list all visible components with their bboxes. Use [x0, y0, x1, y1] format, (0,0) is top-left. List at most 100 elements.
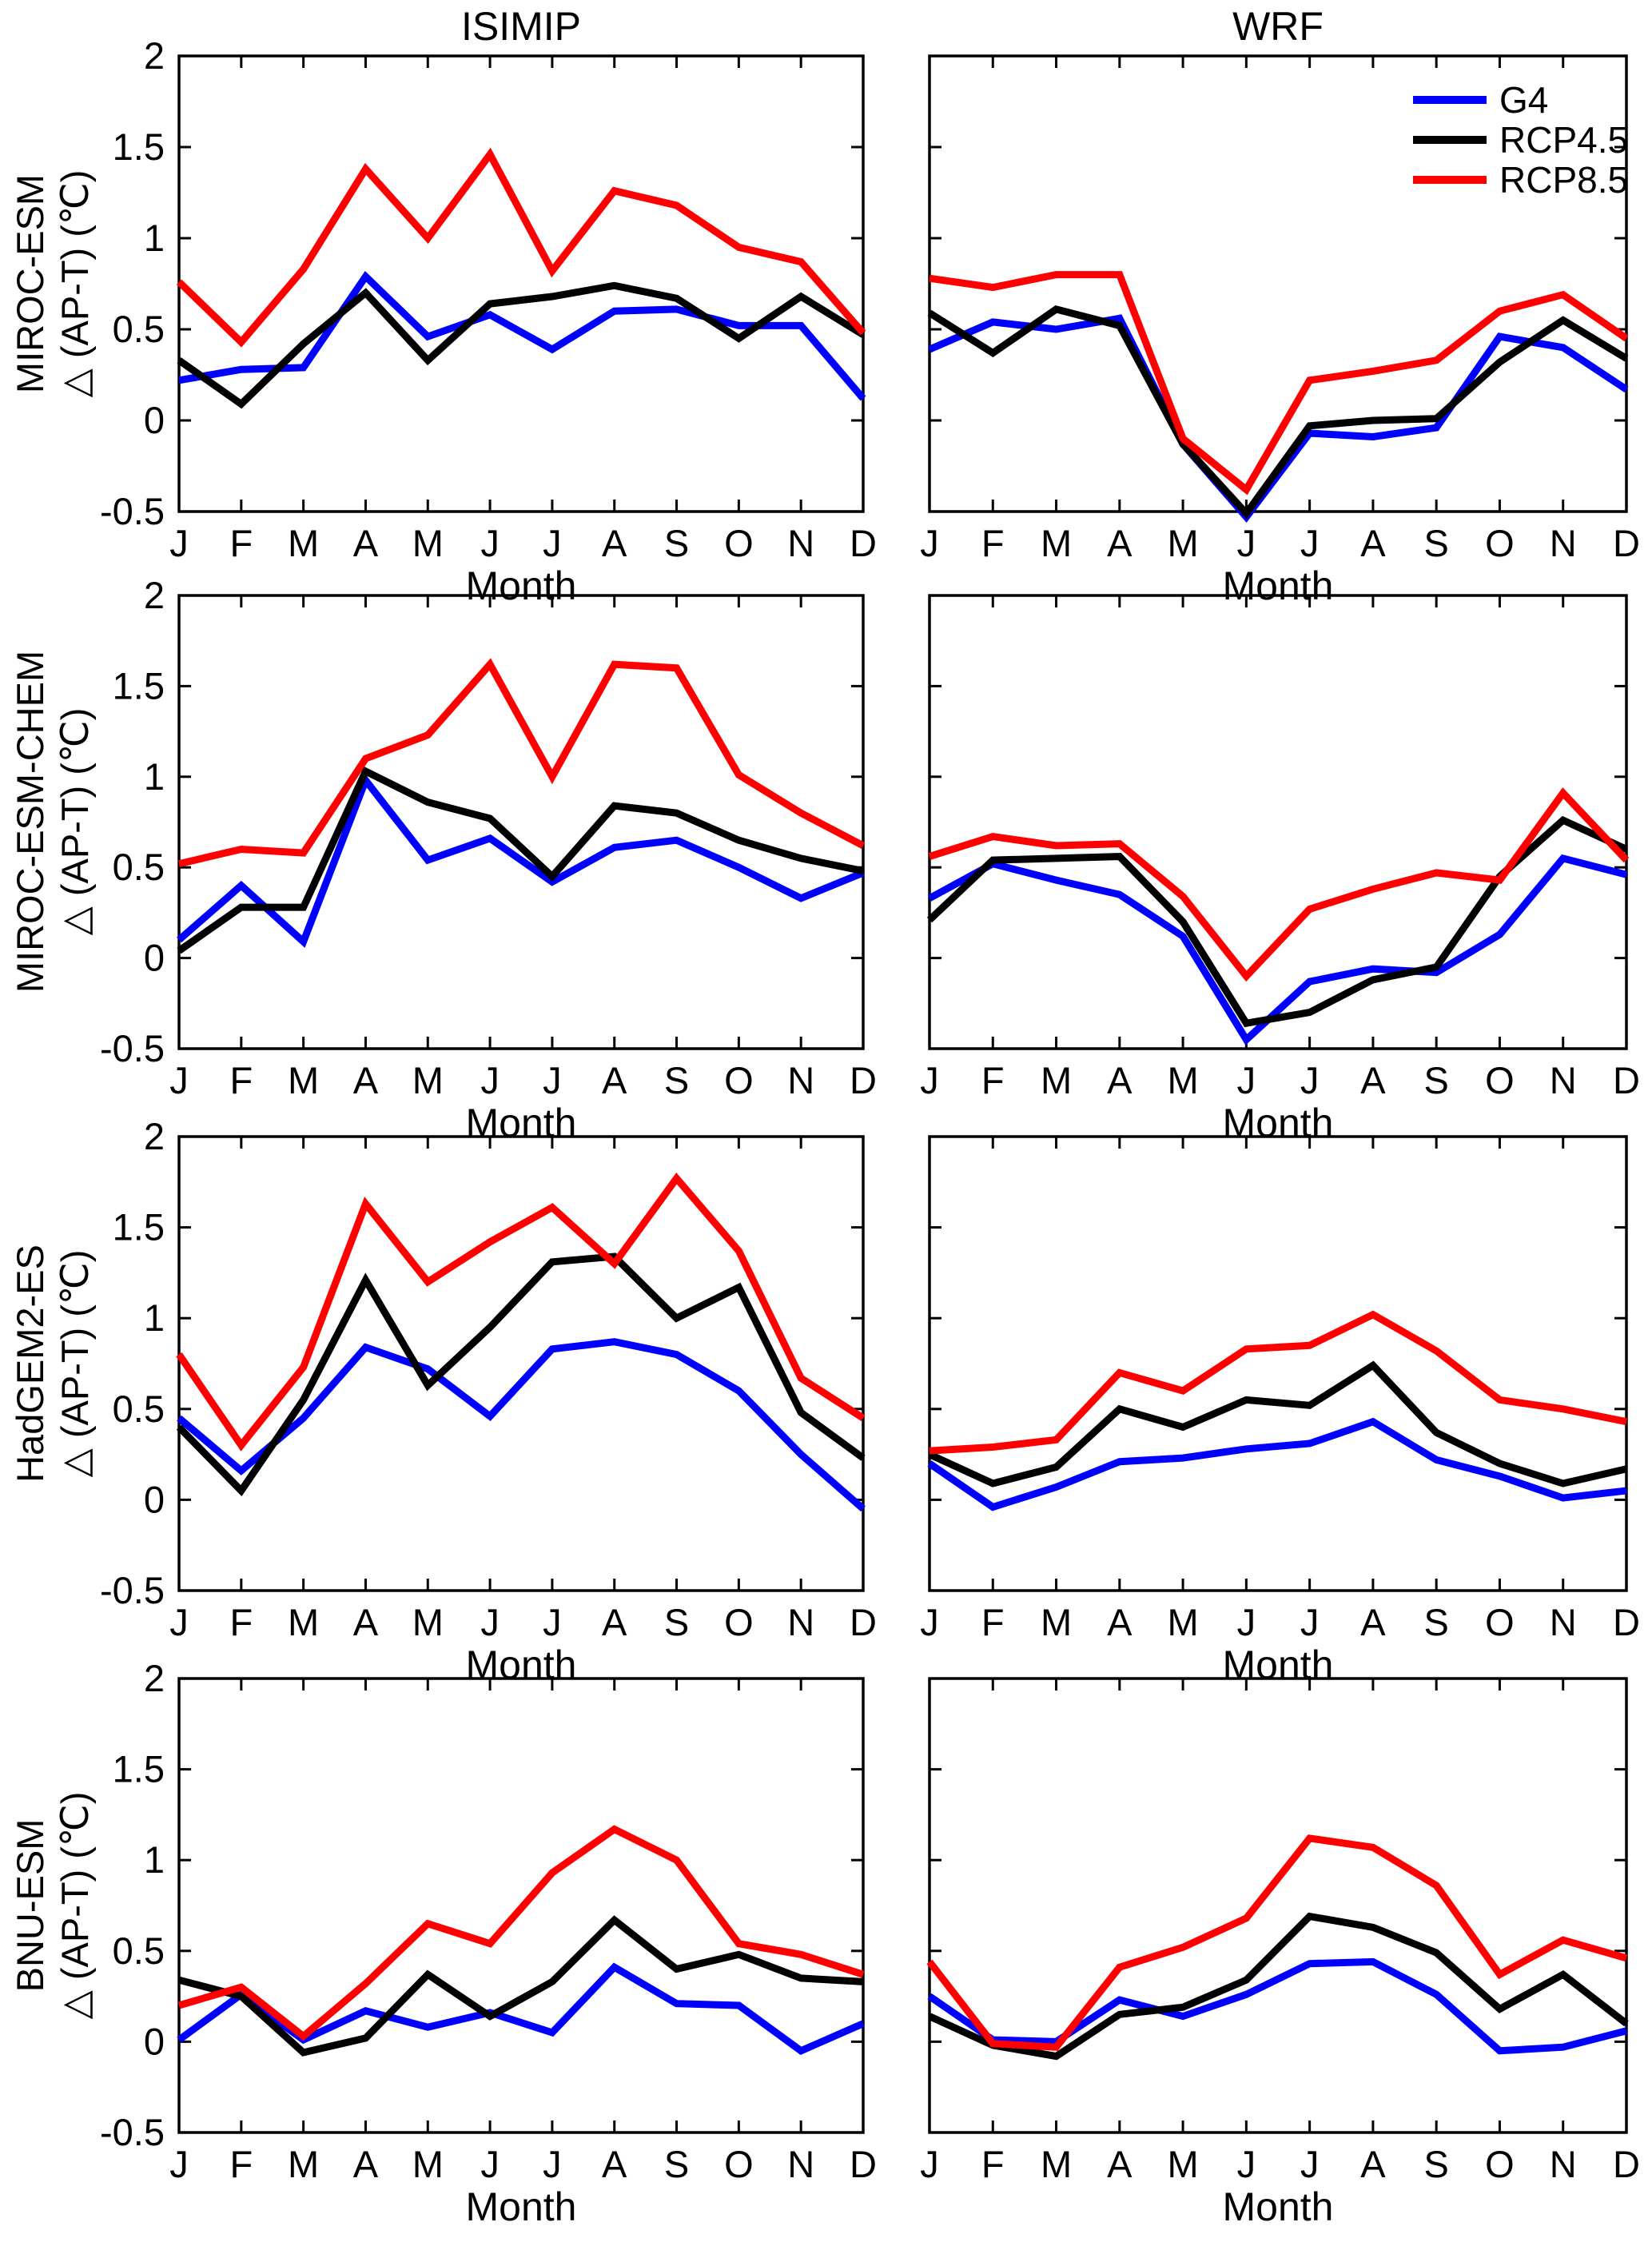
x-tick-label: J — [543, 2143, 562, 2185]
x-tick-label: A — [1107, 1059, 1133, 1101]
y-tick-label: 0 — [144, 399, 165, 441]
series-line-rcp85 — [176, 1173, 866, 1452]
y-tick-label: 2 — [144, 1115, 165, 1157]
series-line-rcp45 — [177, 281, 866, 409]
row-label-bnu-esm: BNU-ESM △ (AP-T) (℃) — [8, 1650, 98, 2161]
x-tick-label: M — [412, 2143, 444, 2185]
model-name: BNU-ESM — [9, 1818, 51, 1993]
x-axis-label: Month — [1223, 1643, 1334, 1687]
x-tick-label: M — [1168, 1601, 1199, 1643]
column-title-wrf: WRF — [1232, 4, 1324, 49]
legend-entry-rcp45: RCP4.5 — [1413, 119, 1628, 161]
x-tick-label: A — [1360, 1601, 1386, 1643]
x-tick-label: O — [1485, 1601, 1515, 1643]
x-tick-label: J — [1237, 1601, 1256, 1643]
legend-entry-rcp85: RCP8.5 — [1413, 159, 1628, 201]
x-tick-label: J — [480, 2143, 500, 2185]
y-axis-title: △ (AP-T) (℃) — [54, 169, 96, 398]
plot-frame — [177, 54, 865, 513]
legend-line-g4 — [1413, 96, 1487, 104]
x-tick-label: M — [1041, 1601, 1072, 1643]
x-tick-label: J — [920, 2143, 939, 2185]
x-axis-label: Month — [466, 2184, 577, 2229]
x-tick-label: S — [1424, 522, 1449, 564]
series-line-rcp85 — [926, 1834, 1628, 2051]
legend: G4 RCP4.5 RCP8.5 — [1413, 79, 1628, 201]
series-line-g4 — [927, 854, 1628, 1045]
x-tick-label: O — [724, 522, 754, 564]
series-line-rcp85 — [177, 1825, 865, 2041]
plot-frame — [928, 1135, 1628, 1592]
x-tick-label: F — [981, 2143, 1005, 2185]
x-tick-label: D — [1613, 522, 1640, 564]
series-line-rcp45 — [927, 305, 1629, 520]
x-tick-label: A — [1107, 1601, 1133, 1643]
x-tick-label: J — [169, 1059, 189, 1101]
x-tick-label: N — [1550, 522, 1577, 564]
x-tick-label: M — [288, 2143, 319, 2185]
y-tick-label: -0.5 — [100, 1027, 165, 1069]
x-tick-label: F — [981, 522, 1005, 564]
x-tick-label: M — [1041, 522, 1072, 564]
model-name: HadGEM2-ES — [9, 1244, 51, 1483]
x-tick-label: A — [602, 1601, 627, 1643]
x-tick-label: F — [229, 1601, 253, 1643]
legend-line-rcp45 — [1413, 136, 1487, 144]
plot-frame — [177, 1135, 865, 1592]
x-tick-label: J — [920, 522, 939, 564]
x-tick-label: M — [412, 522, 444, 564]
model-name: MIROC-ESM — [9, 173, 51, 394]
y-tick-label: 0 — [144, 2020, 165, 2062]
x-tick-label: A — [602, 2143, 627, 2185]
x-tick-label: S — [664, 2143, 689, 2185]
x-tick-label: N — [1550, 1059, 1577, 1101]
x-tick-label: J — [1300, 2143, 1320, 2185]
x-tick-label: M — [288, 1059, 319, 1101]
x-tick-label: N — [787, 522, 814, 564]
x-tick-label: S — [1424, 1059, 1449, 1101]
x-tick-label: J — [480, 1059, 500, 1101]
y-tick-label: 0.5 — [113, 846, 165, 888]
x-tick-label: J — [480, 522, 500, 564]
x-tick-label: N — [787, 1059, 814, 1101]
x-axis-label: Month — [1223, 2184, 1334, 2229]
x-axis-label: Month — [1223, 1101, 1334, 1145]
x-tick-label: J — [169, 2143, 189, 2185]
row-label-miroc-esm-chem: MIROC-ESM-CHEM △ (AP-T) (℃) — [8, 566, 98, 1077]
y-tick-label: 0 — [144, 937, 165, 979]
series-line-rcp85 — [928, 787, 1630, 982]
series-line-rcp45 — [176, 1252, 866, 1497]
x-tick-label: D — [850, 522, 877, 564]
y-tick-label: 1 — [144, 1296, 165, 1339]
legend-entry-g4: G4 — [1413, 79, 1628, 121]
x-tick-label: A — [602, 522, 627, 564]
x-tick-label: D — [1613, 1601, 1640, 1643]
plot-frame — [177, 594, 865, 1050]
x-tick-label: O — [724, 1601, 754, 1643]
x-tick-label: F — [981, 1601, 1005, 1643]
x-tick-label: S — [1424, 2143, 1449, 2185]
x-tick-label: J — [920, 1059, 939, 1101]
x-tick-label: A — [353, 1059, 379, 1101]
series-line-rcp85 — [929, 1310, 1627, 1455]
x-tick-label: J — [1300, 522, 1320, 564]
plot-frame — [177, 1677, 865, 2134]
x-tick-label: S — [664, 1601, 689, 1643]
y-tick-label: 0 — [144, 1478, 165, 1520]
model-name: MIROC-ESM-CHEM — [9, 650, 51, 994]
x-tick-label: S — [1424, 1601, 1449, 1643]
legend-line-rcp85 — [1413, 176, 1487, 184]
x-tick-label: D — [1613, 1059, 1640, 1101]
row-label-hadgem2-es: HadGEM2-ES △ (AP-T) (℃) — [8, 1108, 98, 1619]
x-tick-label: J — [1237, 1059, 1256, 1101]
legend-label: G4 — [1499, 79, 1549, 121]
row-label-miroc-esm: MIROC-ESM △ (AP-T) (℃) — [8, 28, 98, 540]
x-axis-label: Month — [466, 1643, 577, 1687]
x-tick-label: J — [543, 1601, 562, 1643]
x-tick-label: M — [412, 1601, 444, 1643]
x-tick-label: F — [981, 1059, 1005, 1101]
